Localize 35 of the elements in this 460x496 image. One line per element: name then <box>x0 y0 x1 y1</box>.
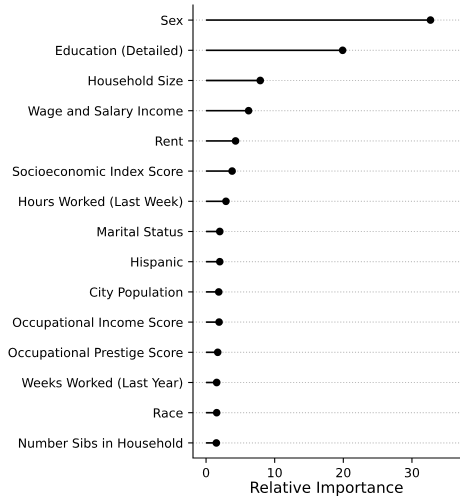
point <box>215 318 223 326</box>
y-tick-label: Wage and Salary Income <box>28 106 183 118</box>
y-tick-label: Occupational Income Score <box>12 317 183 330</box>
point <box>212 378 220 386</box>
point <box>214 288 223 296</box>
y-tick-label: Socioeconomic Index Score <box>12 166 183 176</box>
y-tick-label: Race <box>154 408 183 418</box>
y-tick-label: Hours Worked (Last Week) <box>19 196 182 208</box>
x-tick-label: 0 <box>202 468 210 478</box>
y-tick-label: Hispanic <box>131 256 182 270</box>
y-tick-label: Weeks Worked (Last Year) <box>22 378 182 389</box>
point <box>426 16 434 24</box>
point <box>244 106 252 115</box>
point <box>216 228 224 236</box>
point <box>212 439 220 447</box>
y-tick-label: Education (Detailed) <box>56 46 182 57</box>
x-axis-title: Relative Importance <box>250 481 403 496</box>
y-tick-label: Number Sibs in Household <box>18 438 182 448</box>
point <box>232 137 240 145</box>
x-tick-label: 10 <box>268 468 282 478</box>
y-tick-label: Sex <box>161 16 183 26</box>
point <box>338 46 346 54</box>
point <box>222 197 230 206</box>
y-tick-label: Occupational Prestige Score <box>8 348 183 360</box>
x-tick-label: 20 <box>336 468 350 478</box>
point <box>214 348 222 356</box>
point <box>228 167 236 175</box>
x-tick-label: 30 <box>404 468 420 478</box>
y-tick-label: City Population <box>90 287 182 300</box>
y-tick-label: Rent <box>156 136 183 146</box>
y-tick-label: Marital Status <box>98 226 183 236</box>
point <box>216 258 224 266</box>
y-tick-label: Household Size <box>88 76 183 86</box>
point <box>256 76 264 84</box>
point <box>212 408 220 417</box>
